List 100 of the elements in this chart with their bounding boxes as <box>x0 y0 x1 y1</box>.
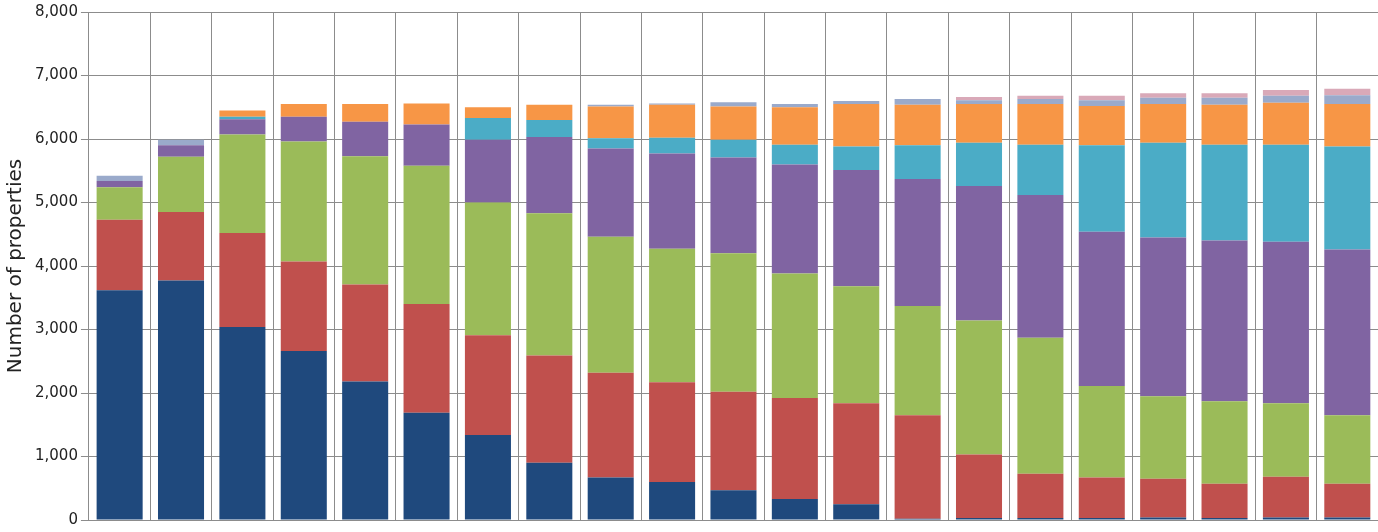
bar <box>1017 194 1064 338</box>
bar <box>464 107 511 119</box>
bar <box>894 179 941 307</box>
bar <box>833 104 880 147</box>
bar <box>894 99 941 105</box>
bar <box>1262 476 1309 518</box>
bar <box>1078 477 1125 519</box>
bar <box>833 100 880 105</box>
bar <box>158 156 205 213</box>
bar <box>219 134 266 233</box>
bar <box>955 97 1003 101</box>
bar <box>464 202 511 336</box>
bar <box>342 284 389 382</box>
bar <box>96 180 143 188</box>
bar <box>1324 95 1371 105</box>
bar <box>96 187 143 220</box>
bar <box>403 124 450 166</box>
bar <box>710 253 757 392</box>
bar <box>1324 249 1371 416</box>
bar <box>1324 104 1371 147</box>
y-axis-title: Number of properties <box>2 158 27 374</box>
bar <box>587 236 634 373</box>
bar <box>1262 90 1309 96</box>
bar <box>710 102 757 107</box>
bar <box>1017 104 1064 145</box>
bar <box>1262 95 1309 103</box>
y-tick-label: 0 <box>68 509 78 528</box>
bar <box>1324 415 1371 484</box>
bar <box>1324 517 1371 520</box>
bar <box>1078 231 1125 387</box>
bar <box>96 175 143 181</box>
y-tick-label: 5,000 <box>34 192 78 211</box>
bar <box>955 185 1003 321</box>
bar <box>710 139 757 158</box>
bar <box>894 145 941 180</box>
bar <box>955 100 1003 105</box>
bar <box>710 490 757 520</box>
bar <box>771 144 818 165</box>
bar <box>1324 483 1371 518</box>
bar <box>894 415 941 519</box>
bar <box>833 403 880 505</box>
bar <box>403 165 450 305</box>
bar <box>1140 478 1187 518</box>
bar <box>342 121 389 157</box>
bar <box>649 153 696 249</box>
bar <box>1201 240 1248 402</box>
bar <box>1017 99 1064 105</box>
bar <box>649 104 696 138</box>
bar <box>280 141 327 262</box>
bar <box>1140 237 1187 397</box>
bar <box>1140 97 1187 105</box>
bar <box>526 355 573 463</box>
bar <box>1078 95 1125 101</box>
bar <box>771 273 818 399</box>
bar <box>894 104 941 146</box>
bar <box>1262 102 1309 145</box>
bar <box>710 106 757 140</box>
bar <box>833 170 880 287</box>
bar <box>833 504 880 520</box>
bar <box>1078 105 1125 146</box>
bar <box>587 106 634 139</box>
bar <box>1017 144 1064 195</box>
bar <box>1262 517 1309 520</box>
bar <box>1017 473 1064 519</box>
bar <box>464 335 511 435</box>
bar <box>1140 93 1187 98</box>
bar <box>955 320 1003 455</box>
bar <box>158 145 205 157</box>
bar <box>649 137 696 154</box>
bar <box>649 248 696 383</box>
bar <box>219 232 266 327</box>
bar <box>771 499 818 520</box>
bar <box>1078 100 1125 106</box>
bar <box>1262 144 1309 242</box>
bar <box>1078 145 1125 232</box>
bar <box>280 351 327 520</box>
bar <box>526 462 573 520</box>
bar <box>587 148 634 237</box>
bar <box>1140 517 1187 520</box>
bar <box>1262 241 1309 404</box>
bar <box>1201 97 1248 105</box>
bar <box>1201 104 1248 145</box>
bar <box>158 280 205 520</box>
bar <box>771 164 818 274</box>
bar <box>649 382 696 482</box>
bar <box>771 107 818 145</box>
bar <box>464 139 511 203</box>
bar <box>464 118 511 140</box>
bar <box>1201 401 1248 484</box>
y-tick-label: 4,000 <box>34 255 78 274</box>
bar <box>403 103 450 125</box>
bar <box>833 146 880 171</box>
y-tick-label: 7,000 <box>34 65 78 84</box>
bar <box>403 412 450 520</box>
bar <box>219 119 266 135</box>
bar <box>342 104 389 122</box>
bar <box>280 116 327 142</box>
bar <box>1324 88 1371 96</box>
bar <box>710 391 757 491</box>
y-tick-label: 8,000 <box>34 1 78 20</box>
